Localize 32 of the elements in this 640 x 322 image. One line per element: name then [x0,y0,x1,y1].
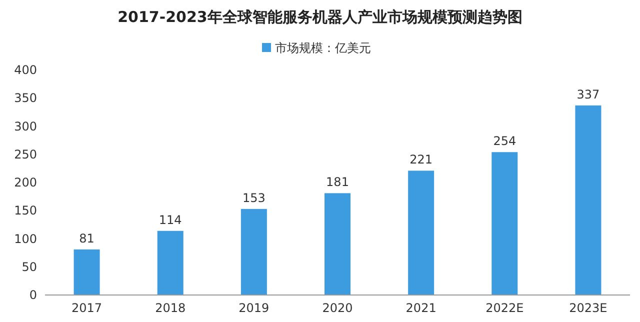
y-tick-label: 100 [14,232,37,246]
bar [74,249,100,295]
data-label: 181 [326,175,349,190]
bar [575,105,602,295]
y-tick-label: 250 [14,147,37,162]
data-label: 114 [158,212,182,227]
y-tick-label: 0 [29,288,37,302]
bar [240,208,267,295]
x-tick-label: 2021 [406,301,436,315]
bar [492,152,518,295]
y-tick-label: 400 [14,63,37,77]
bar [408,170,434,295]
x-tick-label: 2018 [155,301,186,315]
y-tick-label: 200 [14,176,37,190]
legend-label: 市场规模：亿美元 [275,41,371,55]
data-label: 337 [576,87,600,102]
data-label: 153 [242,190,266,205]
x-tick-label: 2017 [72,301,102,315]
data-label: 81 [79,231,94,246]
y-tick-label: 50 [22,260,37,274]
y-tick-label: 300 [14,119,37,134]
x-tick-label: 2020 [322,301,353,315]
chart-title: 2017-2023年全球智能服务机器人产业市场规模预测趋势图 [118,8,522,26]
data-label: 254 [493,134,516,148]
data-label: 221 [410,152,433,167]
bar [324,193,350,295]
x-tick-label: 2019 [238,301,270,315]
x-tick-label: 2022E [486,301,524,315]
y-tick-label: 350 [14,91,37,106]
x-tick-label: 2023E [569,301,608,315]
y-tick-label: 150 [14,204,37,218]
bar [157,230,184,295]
